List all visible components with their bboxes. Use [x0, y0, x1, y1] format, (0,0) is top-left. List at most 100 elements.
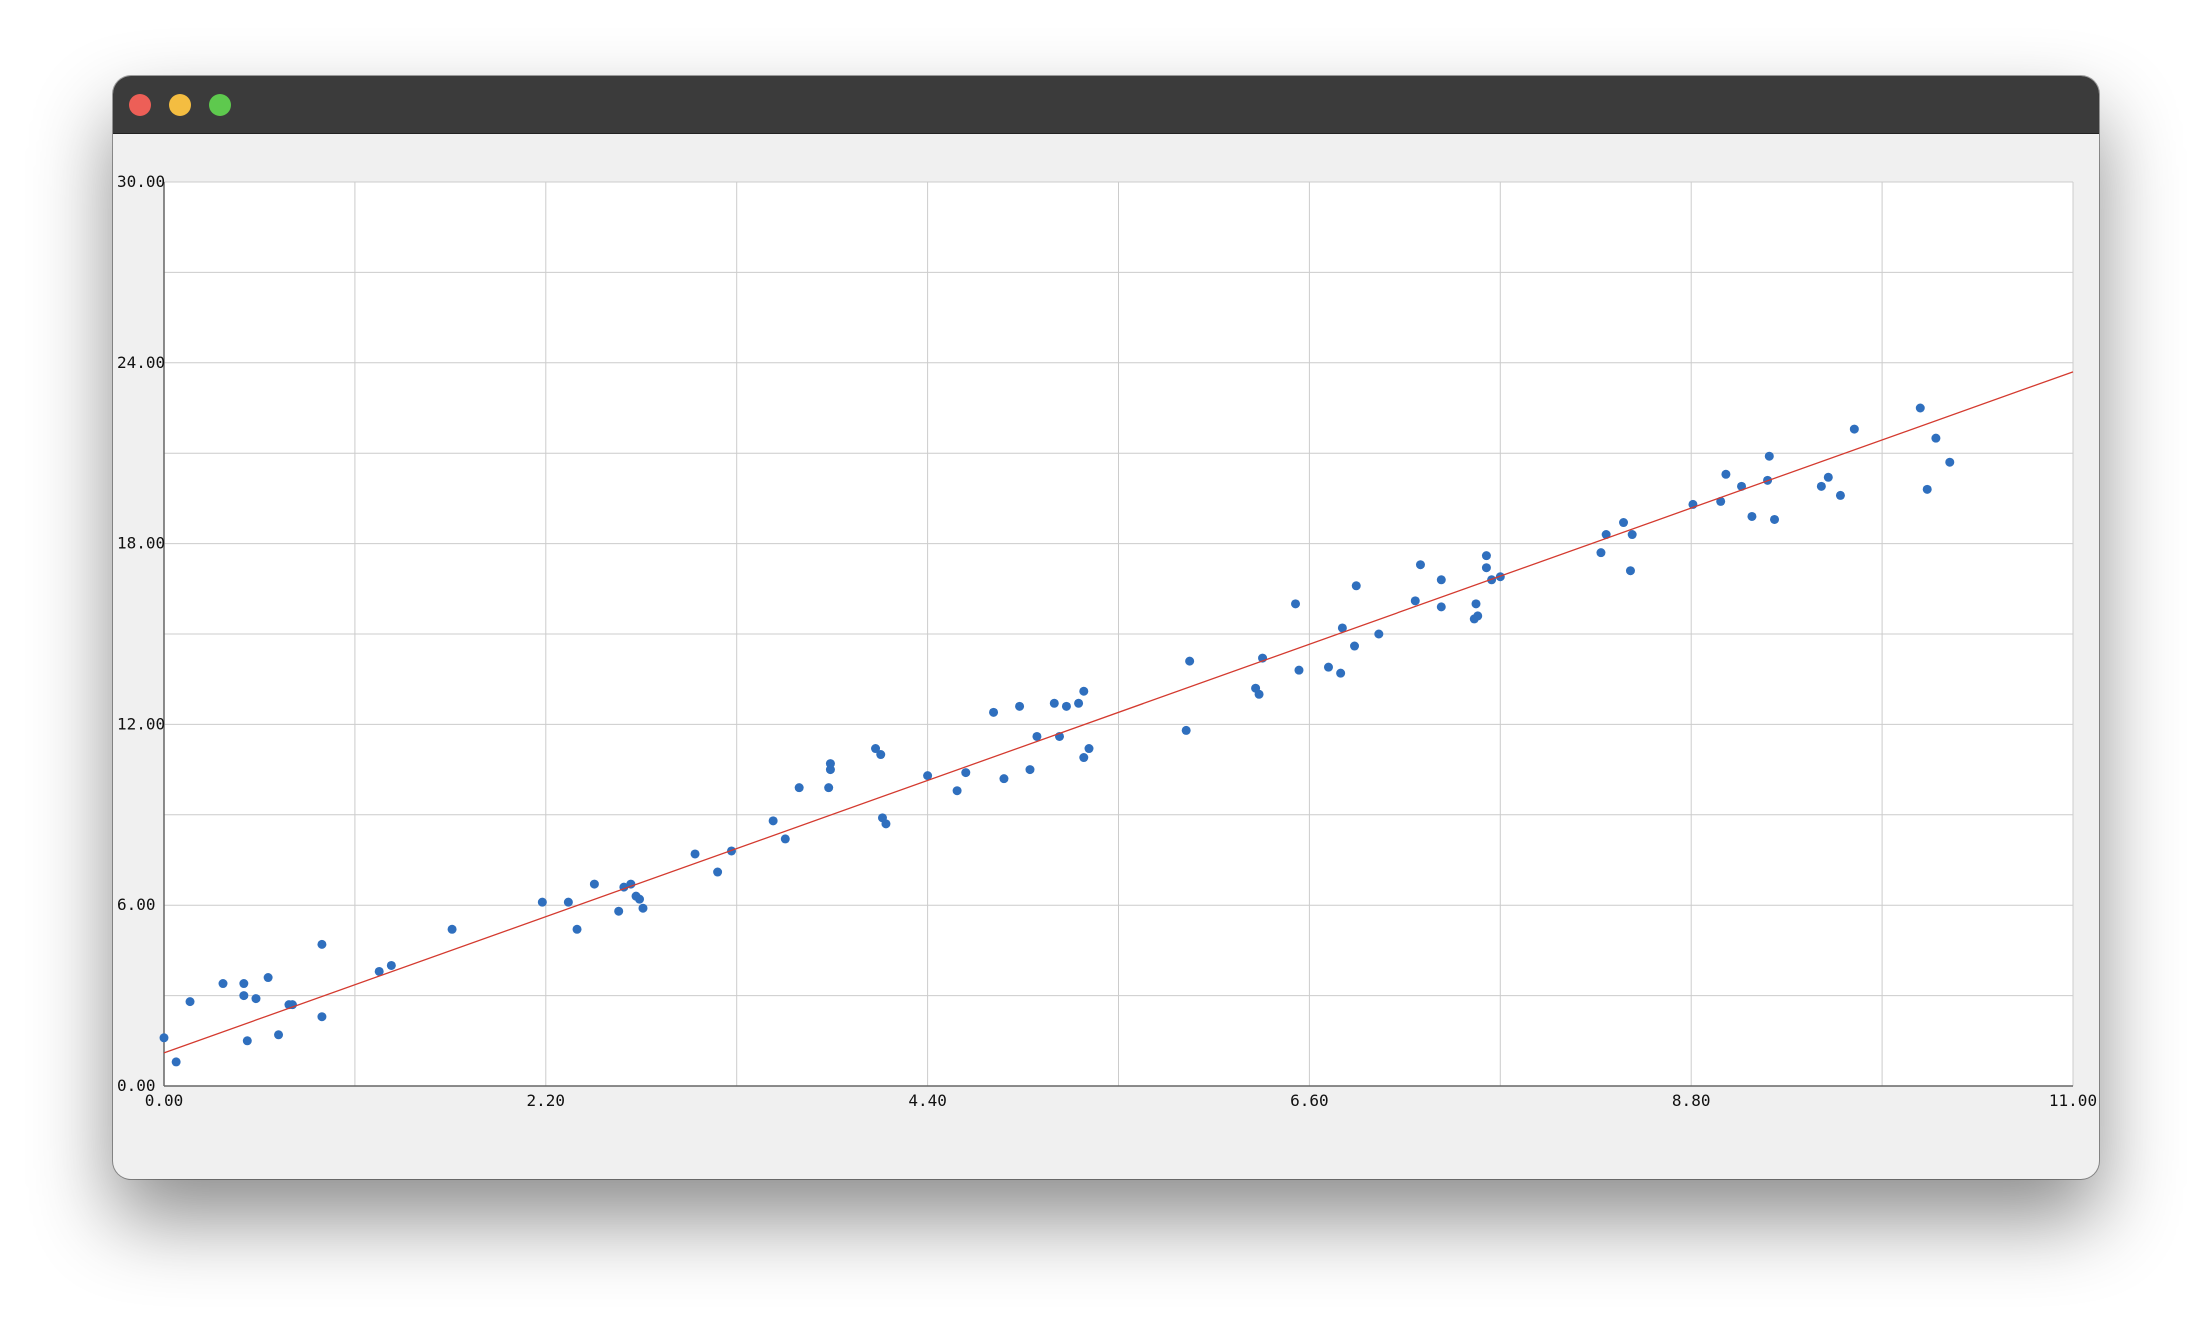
data-point	[589, 879, 599, 889]
data-point	[1747, 511, 1757, 521]
data-point	[1015, 701, 1025, 711]
data-points	[159, 403, 1955, 1067]
data-point	[1436, 602, 1446, 612]
data-point	[1945, 457, 1955, 467]
data-point	[317, 939, 327, 949]
data-point	[1294, 665, 1304, 675]
data-point	[274, 1030, 284, 1040]
data-point	[1410, 596, 1420, 606]
data-point	[794, 783, 804, 793]
data-point	[1823, 472, 1833, 482]
app-window: 0.00 2.20 4.40 6.60 8.80 11.00 0.00 6.00 12.00 1…	[113, 76, 2099, 1179]
data-point	[251, 994, 261, 1004]
fit-line-group	[163, 371, 2074, 1054]
data-point	[1835, 490, 1845, 500]
data-point	[923, 771, 933, 781]
data-point	[1596, 548, 1606, 558]
data-point	[537, 897, 547, 907]
data-point	[263, 973, 273, 983]
data-point	[780, 834, 790, 844]
data-point	[1061, 701, 1071, 711]
data-point	[159, 1033, 169, 1043]
data-point	[1350, 641, 1360, 651]
data-point	[626, 879, 636, 889]
data-point	[999, 774, 1009, 784]
data-point	[1436, 575, 1446, 585]
data-point	[881, 819, 891, 829]
data-point	[572, 924, 582, 934]
data-point	[690, 849, 700, 859]
data-point	[1627, 530, 1637, 540]
data-point	[1931, 433, 1941, 443]
minimize-window-button[interactable]	[169, 94, 191, 116]
y-tick-label: 24.00	[117, 353, 165, 372]
data-point	[563, 897, 573, 907]
data-point	[1025, 765, 1035, 775]
data-point	[1915, 403, 1925, 413]
data-point	[239, 979, 249, 989]
x-tick-label: 0.00	[145, 1091, 184, 1110]
data-point	[1415, 560, 1425, 570]
y-tick-labels: 0.00 6.00 12.00 18.00 24.00 30.00	[117, 172, 165, 1095]
close-window-button[interactable]	[129, 94, 151, 116]
data-point	[1471, 599, 1481, 609]
data-point	[171, 1057, 181, 1067]
data-point	[635, 894, 645, 904]
data-point	[1481, 551, 1491, 561]
data-point	[1254, 689, 1264, 699]
data-point	[447, 924, 457, 934]
data-point	[242, 1036, 252, 1046]
data-point	[713, 867, 723, 877]
data-point	[1323, 662, 1333, 672]
scatter-chart: 0.00 2.20 4.40 6.60 8.80 11.00 0.00 6.00 12.00 1…	[117, 172, 2097, 1110]
y-tick-label: 6.00	[117, 895, 156, 914]
regression-line	[163, 371, 2074, 1054]
title-bar	[113, 76, 2099, 134]
data-point	[1764, 451, 1774, 461]
x-tick-label: 11.00	[2049, 1091, 2097, 1110]
x-tick-label: 2.20	[527, 1091, 566, 1110]
data-point	[1079, 686, 1089, 696]
data-point	[1079, 753, 1089, 763]
data-point	[1049, 698, 1059, 708]
data-point	[1481, 563, 1491, 573]
data-point	[185, 997, 195, 1007]
data-point	[1619, 518, 1629, 528]
axes	[163, 182, 2073, 1087]
grid-lines	[164, 181, 2074, 1086]
data-point	[1625, 566, 1635, 576]
data-point	[989, 707, 999, 717]
data-point	[1084, 744, 1094, 754]
x-tick-label: 8.80	[1672, 1091, 1711, 1110]
data-point	[1716, 496, 1726, 506]
data-point	[1473, 611, 1483, 621]
data-point	[374, 966, 384, 976]
data-point	[961, 768, 971, 778]
data-point	[1351, 581, 1361, 591]
y-tick-label: 30.00	[117, 172, 165, 191]
data-point	[218, 979, 228, 989]
data-point	[1374, 629, 1384, 639]
data-point	[1185, 656, 1195, 666]
data-point	[1770, 514, 1780, 524]
data-point	[1849, 424, 1859, 434]
x-tick-labels: 0.00 2.20 4.40 6.60 8.80 11.00	[145, 1091, 2097, 1110]
data-point	[1336, 668, 1346, 678]
data-point	[1181, 725, 1191, 735]
data-point	[614, 906, 624, 916]
data-point	[876, 750, 886, 760]
y-tick-label: 18.00	[117, 534, 165, 553]
data-point	[825, 759, 835, 769]
data-point	[952, 786, 962, 796]
data-point	[386, 960, 396, 970]
maximize-window-button[interactable]	[209, 94, 231, 116]
data-point	[1721, 469, 1731, 479]
data-point	[1291, 599, 1301, 609]
data-point	[239, 991, 249, 1001]
data-point	[1074, 698, 1084, 708]
x-tick-label: 4.40	[908, 1091, 947, 1110]
y-tick-label: 12.00	[117, 714, 165, 733]
data-point	[1601, 530, 1611, 540]
y-tick-label: 0.00	[117, 1076, 156, 1095]
data-point	[824, 783, 834, 793]
